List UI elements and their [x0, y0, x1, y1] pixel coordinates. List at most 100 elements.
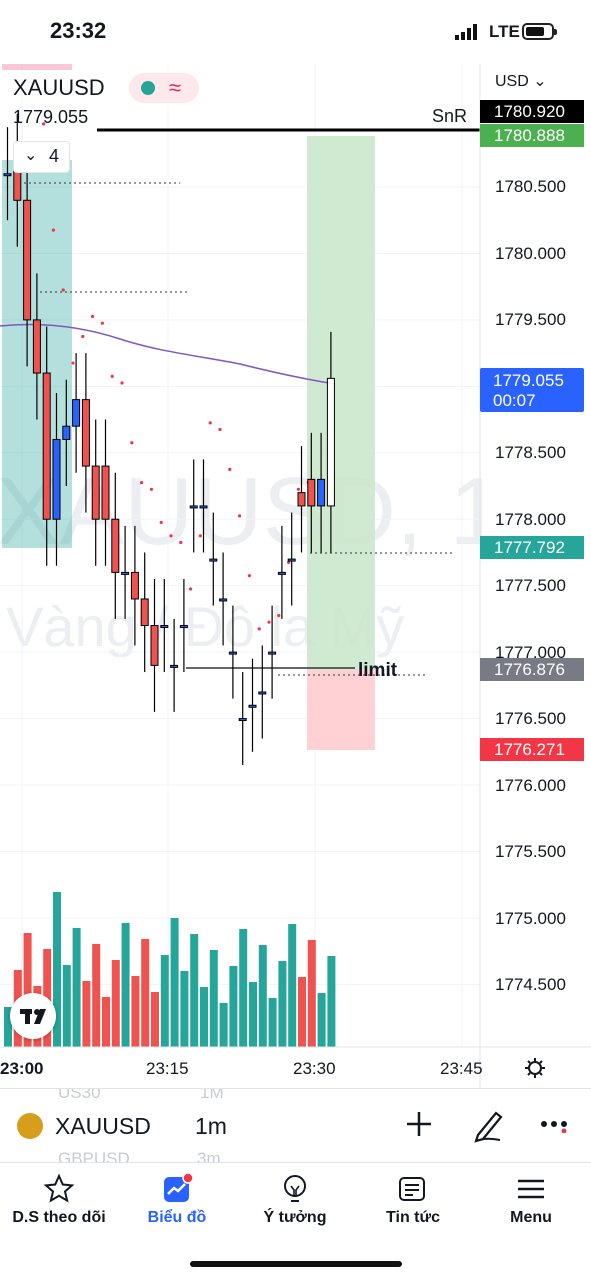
volume-bar: [258, 945, 267, 1047]
entry-price-tag: 1777.792: [480, 536, 584, 559]
star-icon: [43, 1173, 75, 1203]
candle-body: [140, 598, 149, 627]
sar-dot: [130, 441, 134, 445]
sar-dot: [110, 374, 114, 378]
interval-selector[interactable]: 1m: [195, 1113, 227, 1139]
candle-body: [268, 651, 277, 655]
candle-body: [170, 664, 179, 668]
price-axis-label: 1776.500: [495, 709, 566, 728]
live-price: 1779.055: [493, 371, 564, 390]
candle-body: [209, 558, 218, 562]
market-status-pill[interactable]: ≈: [129, 73, 199, 103]
candle-body: [219, 598, 228, 602]
tab-label: D.S theo dõi: [12, 1209, 106, 1226]
volume-bar: [307, 940, 316, 1047]
range-highlight-pink: [2, 64, 72, 70]
price-chart[interactable]: XAUUSD, 1 Vàng / Đô la Mỹ: [0, 64, 591, 1088]
candle-body: [101, 465, 110, 520]
sar-dot: [179, 540, 183, 545]
sar-dot: [238, 514, 242, 518]
volume-bar: [62, 965, 71, 1047]
candle-countdown: 00:07: [493, 391, 536, 410]
volume-bar: [327, 956, 336, 1047]
volume-bar: [317, 993, 326, 1047]
volume-bar: [209, 950, 218, 1047]
ghost-symbol: GBPUSD: [58, 1149, 130, 1163]
sar-dot: [257, 627, 261, 631]
volume-bar: [190, 934, 199, 1047]
candle-body: [3, 173, 12, 177]
chart-area[interactable]: XAUUSD, 1 Vàng / Đô la Mỹ: [0, 64, 591, 1088]
tab-watchlist[interactable]: D.S theo dõi: [0, 1163, 118, 1243]
candle-body: [72, 399, 81, 427]
volume-bar: [92, 944, 101, 1047]
sar-dot: [51, 228, 56, 232]
sar-dot: [218, 427, 222, 432]
candle-body: [111, 518, 120, 573]
indicator-count: 4: [49, 146, 60, 166]
sar-dot: [189, 587, 193, 591]
tradingview-logo-icon[interactable]: [10, 993, 56, 1039]
tab-chart[interactable]: Biểu đồ: [118, 1163, 236, 1243]
volume-bar: [141, 939, 150, 1047]
battery-icon: [522, 23, 557, 40]
candle-body: [297, 492, 306, 507]
candle-body: [199, 505, 208, 509]
watermark-symbol: XAUUSD, 1: [0, 458, 503, 565]
tab-label: Ý tưởng: [263, 1209, 327, 1226]
sar-dot: [100, 321, 104, 325]
candle-body: [277, 571, 286, 575]
symbol-selector[interactable]: XAUUSD: [55, 1113, 151, 1139]
price-axis-label: 1775.000: [495, 909, 566, 928]
symbol-bar: US30 1M XAUUSD 1m GBPUSD 3m: [0, 1088, 591, 1163]
last-price-label: 1779.055: [13, 107, 89, 127]
gold-icon: [17, 1113, 43, 1139]
more-options-icon[interactable]: [540, 1119, 572, 1133]
candle-body: [160, 625, 169, 629]
candle-body: [248, 704, 257, 708]
limit-price-tag: 1776.876: [480, 658, 584, 681]
candle-body: [228, 651, 237, 655]
moving-average-line: [0, 323, 336, 385]
tab-label: Menu: [510, 1209, 552, 1226]
plus-icon[interactable]: [404, 1109, 434, 1139]
indicators-toggle-button[interactable]: ⌄ 4: [13, 141, 70, 173]
candle-body: [189, 505, 198, 509]
candle-body: [42, 372, 51, 520]
candle-body: [121, 571, 130, 575]
live-price-tag: 1779.055 00:07: [480, 368, 584, 412]
network-label: LTE: [489, 22, 520, 41]
sar-dot: [296, 487, 300, 491]
time-axis-label: 23:45: [440, 1059, 483, 1078]
currency-selector[interactable]: USD ⌄: [495, 73, 547, 90]
candle-body: [23, 199, 32, 321]
settings-icon[interactable]: [524, 1057, 546, 1079]
candle-body: [52, 438, 61, 520]
tab-news[interactable]: Tin tức: [354, 1163, 472, 1243]
sar-dot: [42, 122, 46, 126]
tab-label: Tin tức: [386, 1209, 440, 1226]
candle-body: [81, 399, 90, 467]
volume-bar: [131, 976, 140, 1047]
loss-zone: [307, 670, 375, 750]
sar-dot: [149, 487, 153, 491]
sar-dot: [198, 534, 202, 538]
tab-ideas[interactable]: Ý tưởng: [236, 1163, 354, 1243]
volume-bar: [278, 961, 287, 1047]
price-axis-label: 1774.500: [495, 975, 566, 994]
chart-symbol[interactable]: XAUUSD: [13, 75, 105, 100]
price-axis-label: 1777.500: [495, 576, 566, 595]
tab-menu[interactable]: Menu: [472, 1163, 590, 1243]
tilde-icon: ≈: [169, 75, 182, 100]
candle-body: [130, 571, 139, 600]
market-open-icon: [141, 81, 155, 95]
tab-label: Biểu đồ: [147, 1209, 207, 1226]
sar-dot: [277, 613, 281, 618]
drawing-pen-icon[interactable]: [472, 1107, 504, 1143]
price-axis-label: 1780.500: [495, 177, 566, 196]
chevron-down-icon: ⌄: [24, 147, 38, 164]
chart-icon: [164, 1173, 193, 1202]
volume-bar: [151, 992, 159, 1047]
volume-bar: [170, 918, 179, 1047]
sar-dot: [228, 467, 232, 471]
